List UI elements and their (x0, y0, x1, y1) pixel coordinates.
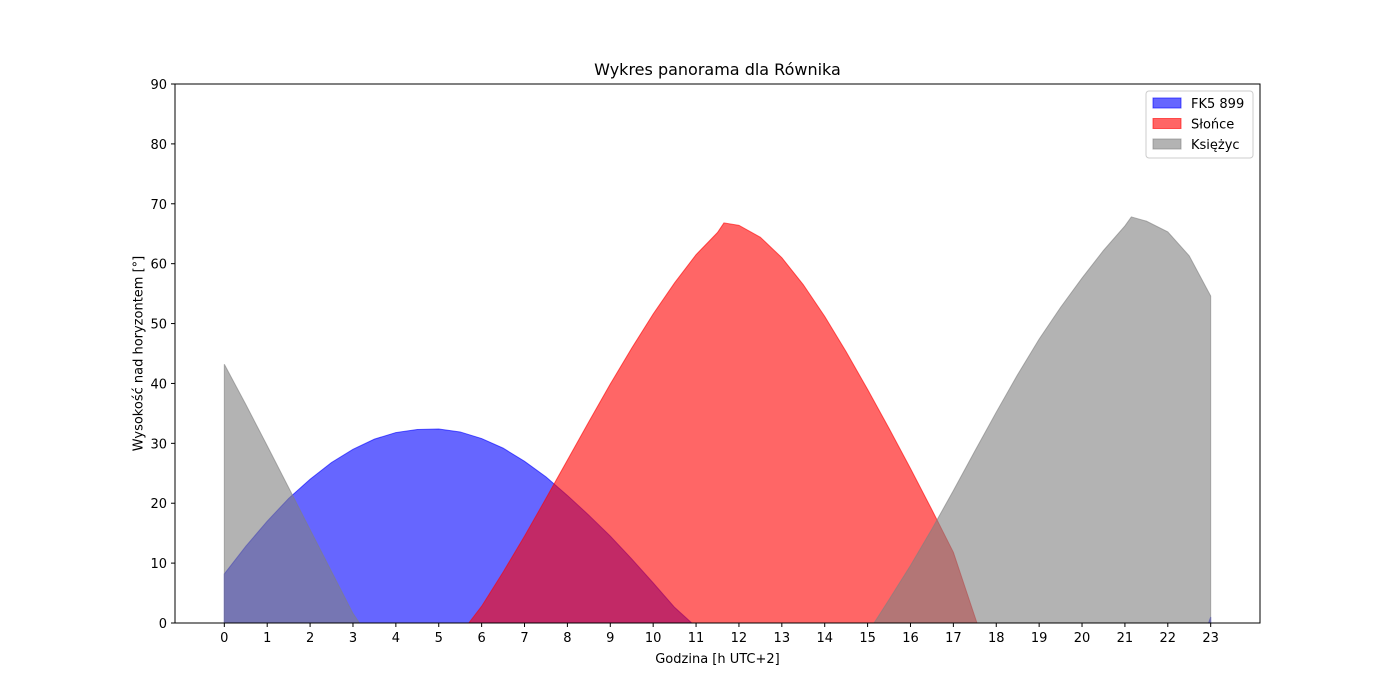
legend-label: Księżyc (1191, 138, 1240, 153)
x-tick-label: 19 (1031, 631, 1048, 646)
y-tick-label: 40 (150, 377, 167, 392)
y-tick-label: 0 (159, 617, 167, 632)
x-tick-label: 7 (520, 631, 528, 646)
x-tick-label: 9 (606, 631, 614, 646)
y-tick-label: 80 (150, 138, 167, 153)
y-axis-ticks: 0 10 20 30 40 50 60 70 80 90 (150, 78, 175, 632)
y-tick-label: 70 (150, 198, 167, 213)
x-tick-label: 17 (945, 631, 962, 646)
area-series-2 (223, 216, 1212, 624)
legend-label: Słońce (1191, 118, 1234, 133)
x-tick-label: 21 (1117, 631, 1134, 646)
legend-label: FK5 899 (1191, 97, 1244, 112)
x-tick-label: 16 (902, 631, 919, 646)
x-tick-label: 18 (988, 631, 1005, 646)
y-tick-label: 30 (150, 437, 167, 452)
x-tick-label: 10 (645, 631, 662, 646)
x-tick-label: 23 (1202, 631, 1219, 646)
legend-swatch (1152, 118, 1182, 129)
area-series-1 (467, 222, 978, 624)
x-tick-label: 3 (349, 631, 357, 646)
x-tick-label: 11 (688, 631, 705, 646)
y-tick-label: 10 (150, 557, 167, 572)
x-tick-label: 22 (1160, 631, 1177, 646)
x-tick-label: 8 (563, 631, 571, 646)
y-tick-label: 90 (150, 78, 167, 93)
x-tick-label: 0 (220, 631, 228, 646)
x-axis-ticks: 0 1 2 3 4 5 6 7 8 9 10 11 12 13 14 15 16 17 18 19 20 21 22 23 (220, 623, 1219, 646)
legend: FK5 899 Słońce Księżyc (1145, 90, 1254, 159)
y-tick-label: 20 (150, 497, 167, 512)
x-tick-label: 6 (477, 631, 485, 646)
plot-frame (174, 83, 1261, 624)
x-axis-label: Godzina [h UTC+2] (655, 652, 780, 667)
x-tick-label: 12 (731, 631, 748, 646)
x-tick-label: 15 (859, 631, 876, 646)
x-tick-label: 20 (1074, 631, 1091, 646)
legend-swatch (1152, 138, 1182, 150)
x-tick-label: 13 (774, 631, 791, 646)
chart-title: Wykres panorama dla Równika (594, 60, 841, 79)
x-tick-label: 14 (816, 631, 833, 646)
x-tick-label: 1 (263, 631, 271, 646)
area-layer (223, 216, 1212, 624)
x-tick-label: 2 (306, 631, 314, 646)
y-axis-label: Wysokość nad horyzontem [°] (132, 256, 147, 452)
y-tick-label: 60 (150, 258, 167, 273)
x-tick-label: 4 (392, 631, 400, 646)
y-tick-label: 50 (150, 318, 167, 333)
legend-swatch (1152, 97, 1182, 109)
x-tick-label: 5 (435, 631, 443, 646)
